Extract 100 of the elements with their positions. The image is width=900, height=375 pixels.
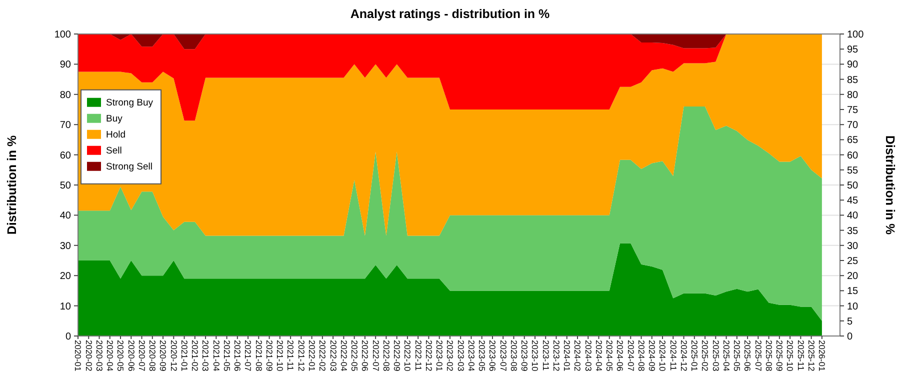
- y-tick-label: 40: [60, 210, 72, 222]
- x-tick-label: 2023-01: [434, 340, 445, 372]
- x-tick-label: 2024-04: [594, 340, 604, 372]
- x-tick-label: 2024-03: [583, 340, 594, 372]
- y-tick-label: 50: [60, 180, 72, 192]
- y2-tick-label: 0: [847, 332, 853, 342]
- x-tick-label: 2022-02: [318, 340, 328, 372]
- x-tick-label: 2022-08: [381, 340, 392, 372]
- x-tick-label: 2024-05: [604, 340, 615, 372]
- y2-tick-label: 75: [847, 105, 859, 116]
- y-tick-label: 0: [65, 332, 72, 342]
- x-tick-label: 2025-04: [721, 340, 732, 372]
- x-tick-label: 2020-08: [148, 340, 158, 372]
- x-tick-label: 2023-02: [445, 340, 456, 372]
- y-tick-label: 30: [60, 240, 72, 252]
- x-tick-label: 2021-07: [243, 340, 254, 372]
- y2-tick-label: 55: [847, 165, 859, 176]
- x-tick-label: 2025-06: [742, 340, 753, 372]
- y2-tick-label: 5: [847, 316, 853, 328]
- series-label: Hold: [106, 130, 126, 141]
- y2-tick-label: 50: [847, 180, 859, 192]
- x-tick-label: 2023-11: [540, 340, 551, 371]
- y2-tick-label: 80: [847, 90, 859, 101]
- x-tick-label: 2023-12: [551, 340, 562, 372]
- y2-tick-label: 40: [847, 210, 859, 222]
- y-axis-title: Distribution in %: [5, 135, 19, 235]
- y2-tick-label: 45: [847, 196, 859, 207]
- x-tick-label: 2022-01: [307, 340, 318, 372]
- y2-tick-label: 70: [847, 120, 859, 132]
- x-tick-label: 2024-02: [572, 340, 583, 372]
- legend-label: Buy: [106, 114, 123, 125]
- x-tick-label: 2025-10: [785, 340, 796, 372]
- x-tick-label: 2023-08: [508, 340, 519, 372]
- x-tick-label: 2025-11: [796, 340, 806, 371]
- y2-tick-label: 65: [847, 135, 859, 146]
- x-tick-label: 2020-07: [136, 340, 147, 372]
- x-tick-label: 2025-07: [753, 340, 764, 372]
- x-tick-label: 2022-10: [402, 340, 413, 372]
- x-tick-label: 2023-09: [520, 340, 530, 372]
- y2-tick-label: 95: [847, 44, 859, 56]
- series-label: Strong Sell: [106, 162, 152, 173]
- chart-title: Analyst ratings - distribution in %: [350, 7, 550, 21]
- y-tick-label: 100: [54, 30, 72, 40]
- x-tick-label: 2021-03: [200, 340, 211, 372]
- x-tick-label: 2022-04: [338, 340, 349, 372]
- y2-tick-label: 60: [847, 150, 859, 162]
- x-tick-label: 2021-06: [232, 340, 243, 372]
- x-tick-label: 2022-11: [413, 340, 424, 371]
- x-tick-label: 2022-05: [350, 340, 360, 372]
- x-tick-label: 2021-01: [179, 340, 190, 372]
- x-tick-label: 2020-05: [116, 340, 126, 372]
- series-label: Sell: [106, 146, 122, 157]
- x-tick-label: 2021-02: [190, 340, 200, 372]
- y-tick-label: 10: [60, 301, 72, 312]
- x-tick-label: 2024-12: [678, 340, 689, 372]
- y2-tick-label: 100: [847, 30, 864, 40]
- x-tick-label: 2023-04: [466, 340, 476, 372]
- x-tick-label: 2026-01: [817, 340, 828, 372]
- x-tick-label: 2023-06: [488, 340, 498, 372]
- y-tick-label: 80: [60, 90, 72, 101]
- x-tick-label: 2025-01: [690, 340, 700, 372]
- x-tick-label: 2023-07: [498, 340, 508, 372]
- y2-tick-label: 85: [847, 74, 859, 86]
- y2-tick-label: 20: [847, 271, 859, 282]
- x-tick-label: 2023-03: [456, 340, 466, 372]
- x-tick-label: 2025-09: [774, 340, 785, 372]
- x-tick-label: 2020-09: [158, 340, 168, 372]
- legend-label: Strong Buy: [106, 98, 154, 109]
- y2-tick-label: 10: [847, 301, 859, 312]
- x-tick-label: 2020-04: [105, 340, 116, 372]
- x-tick-label: 2024-08: [636, 340, 646, 372]
- x-tick-label: 2024-01: [562, 340, 572, 372]
- x-tick-label: 2020-02: [84, 340, 94, 372]
- x-tick-label: 2022-12: [424, 340, 434, 372]
- y2-tick-label: 35: [847, 226, 859, 237]
- x-tick-label: 2025-12: [806, 340, 816, 372]
- x-tick-label: 2024-09: [647, 340, 658, 372]
- y2-axis-title: Distribution in %: [883, 135, 897, 235]
- x-tick-label: 2021-12: [296, 340, 306, 372]
- x-tick-label: 2023-10: [530, 340, 540, 372]
- y2-tick-label: 90: [847, 60, 859, 71]
- y2-tick-label: 25: [847, 256, 859, 267]
- x-tick-label: 2025-02: [700, 340, 710, 372]
- x-tick-label: 2021-08: [254, 340, 264, 372]
- x-tick-label: 2020-12: [168, 340, 179, 372]
- x-tick-label: 2022-07: [370, 340, 381, 372]
- x-tick-label: 2024-06: [615, 340, 626, 372]
- x-tick-label: 2024-07: [626, 340, 636, 372]
- x-tick-label: 2023-05: [477, 340, 488, 372]
- x-tick-label: 2024-11: [668, 340, 678, 371]
- y2-tick-label: 30: [847, 240, 859, 252]
- x-tick-label: 2022-03: [328, 340, 338, 372]
- y-tick-label: 20: [60, 271, 72, 282]
- x-tick-label: 2021-11: [286, 340, 296, 371]
- x-tick-label: 2021-05: [222, 340, 232, 372]
- x-tick-label: 2020-03: [94, 340, 104, 372]
- x-tick-label: 2021-10: [275, 340, 286, 372]
- x-tick-label: 2025-03: [710, 340, 721, 372]
- y-tick-label: 90: [60, 60, 72, 71]
- x-tick-label: 2025-05: [732, 340, 742, 372]
